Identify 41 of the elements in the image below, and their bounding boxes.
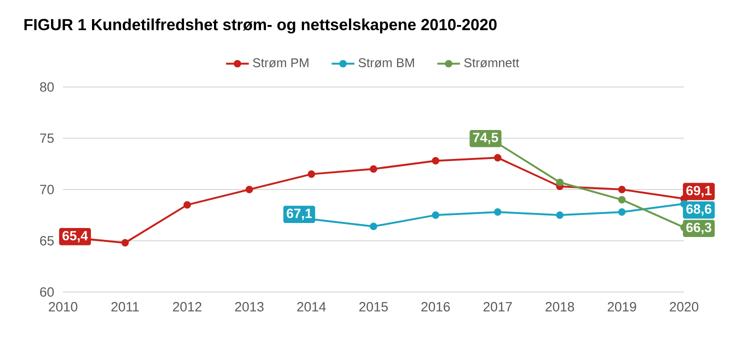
x-tick-label: 2015 [359, 302, 388, 312]
point [370, 165, 378, 173]
point [494, 154, 502, 162]
x-tick-label: 2011 [111, 302, 139, 312]
data-label: 67,1 [286, 208, 312, 220]
data-label: 74,5 [473, 132, 498, 144]
point [556, 178, 564, 186]
point [370, 222, 378, 230]
x-tick-label: 2013 [235, 302, 264, 312]
data-label: 66,3 [686, 222, 712, 234]
x-tick-label: 2018 [546, 302, 574, 312]
point [121, 239, 129, 247]
y-tick-label: 80 [40, 82, 54, 92]
x-tick-label: 2017 [484, 302, 512, 312]
point [494, 208, 502, 216]
point [308, 170, 316, 178]
y-tick-label: 65 [40, 236, 54, 246]
x-tick-label: 2010 [48, 302, 78, 312]
data-label: 69,1 [686, 186, 712, 198]
x-tick-label: 2014 [297, 302, 326, 312]
x-tick-label: 2019 [608, 302, 636, 312]
x-tick-label: 2012 [173, 302, 202, 312]
point [432, 211, 440, 219]
point [618, 196, 626, 204]
point [618, 208, 626, 216]
legend-label: Strøm PM [252, 58, 308, 68]
legend-label: Strømnett [464, 58, 520, 68]
point [556, 211, 564, 219]
y-tick-label: 75 [40, 134, 54, 143]
point [432, 157, 440, 165]
x-tick-label: 2020 [670, 302, 698, 312]
legend-label: Strøm BM [358, 58, 414, 68]
x-tick-label: 2016 [421, 302, 450, 312]
point [246, 186, 254, 194]
data-label: 68,6 [686, 204, 712, 216]
chart-title: FIGUR 1 Kundetilfredshet strøm- og nettselskapene 2010-2020 [24, 18, 497, 34]
data-label: 65,4 [62, 230, 88, 242]
point [618, 186, 626, 194]
point [183, 201, 191, 209]
y-tick-label: 70 [40, 184, 54, 194]
y-tick-label: 60 [40, 287, 54, 297]
